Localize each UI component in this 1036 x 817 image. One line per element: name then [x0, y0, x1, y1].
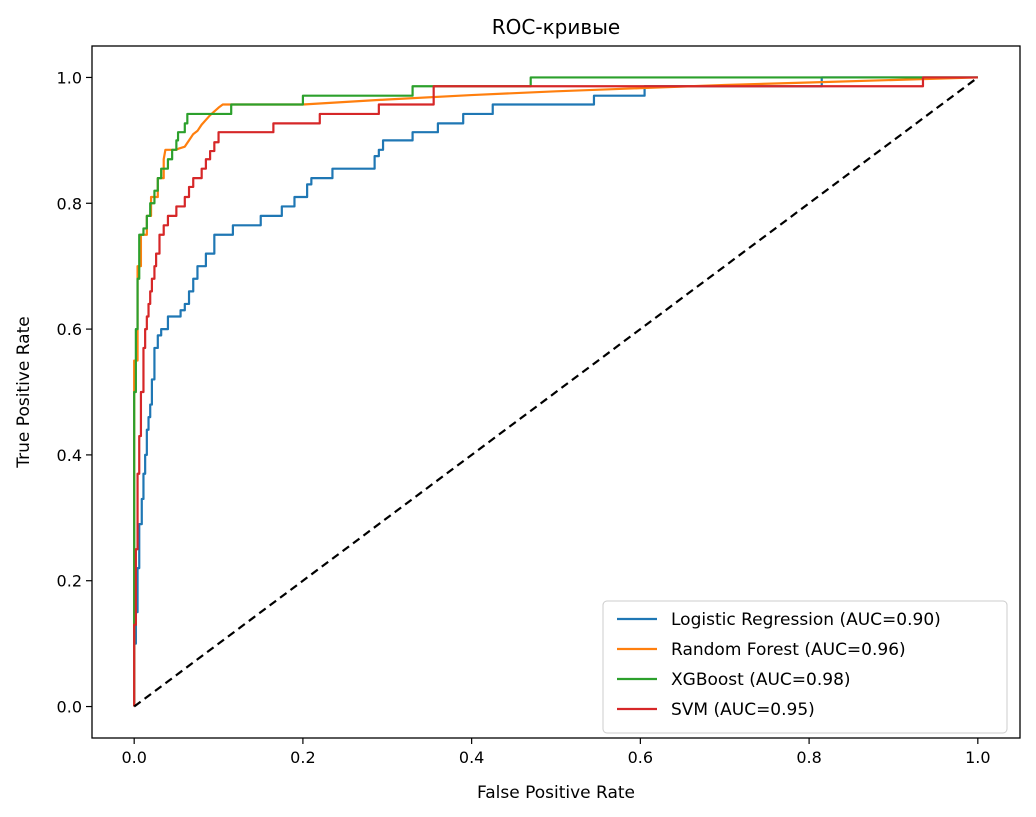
y-tick-label: 0.0 [57, 698, 82, 717]
legend-label: SVM (AUC=0.95) [671, 700, 815, 720]
x-axis: 0.0 0.2 0.4 0.6 0.8 1.0 [121, 738, 991, 767]
y-axis-label: True Positive Rate [14, 316, 34, 468]
chance-diagonal-line [133, 76, 979, 708]
y-tick-label: 0.2 [57, 572, 82, 591]
legend-label: Logistic Regression (AUC=0.90) [671, 610, 941, 630]
axes-frame [91, 45, 1021, 739]
x-tick-label: 0.2 [290, 748, 315, 767]
y-tick-label: 1.0 [57, 68, 82, 87]
x-tick-label: 1.0 [965, 748, 990, 767]
y-tick-label: 0.4 [57, 446, 82, 465]
x-tick-label: 0.6 [628, 748, 653, 767]
series-line-1 [133, 76, 978, 707]
x-tick-label: 0.4 [459, 748, 484, 767]
series-line-3 [133, 76, 978, 707]
plot-area [133, 76, 979, 708]
y-tick-label: 0.8 [57, 194, 82, 213]
x-tick-label: 0.8 [796, 748, 821, 767]
legend: Logistic Regression (AUC=0.90) Random For… [602, 600, 1008, 734]
x-axis-label: False Positive Rate [477, 783, 635, 803]
legend-label: Random Forest (AUC=0.96) [671, 640, 906, 660]
series-line-0 [133, 76, 978, 707]
y-axis: 0.0 0.2 0.4 0.6 0.8 1.0 [57, 68, 92, 717]
y-tick-label: 0.6 [57, 320, 82, 339]
legend-label: XGBoost (AUC=0.98) [671, 670, 851, 690]
series-line-2 [133, 76, 978, 707]
x-tick-label: 0.0 [121, 748, 146, 767]
legend-box [602, 600, 1008, 734]
chart-title: ROC-кривые [492, 15, 620, 39]
